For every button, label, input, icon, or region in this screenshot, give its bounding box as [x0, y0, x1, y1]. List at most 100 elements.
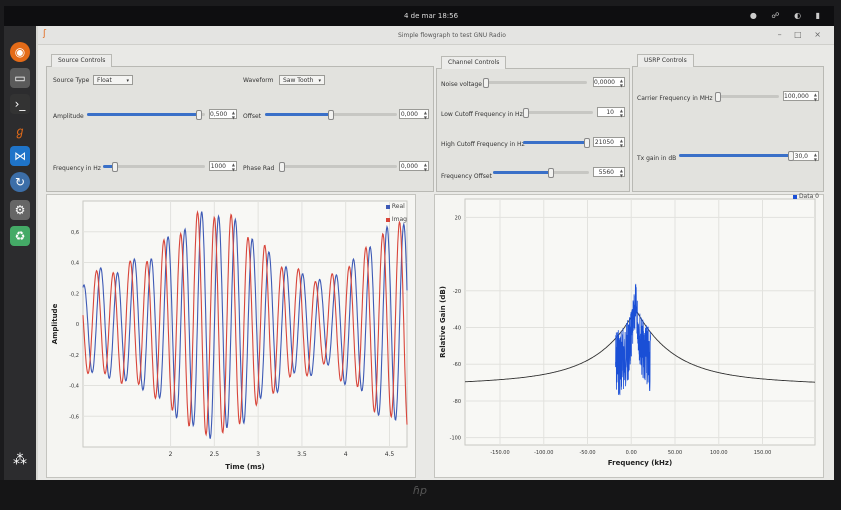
x-tick-label: -50.00 — [579, 450, 595, 456]
spin-arrows-icon[interactable]: ▲ ▼ — [619, 138, 623, 148]
gnuradio-window: ʃ Simple flowgraph to test GNU Radio – □… — [38, 26, 834, 480]
source-type-value: Float — [97, 77, 112, 84]
carrier-frequency-label: Carrier Frequency in MHz — [637, 95, 713, 102]
source-type-label: Source Type — [53, 77, 90, 84]
frequency-offset-slider[interactable] — [493, 168, 589, 178]
files-icon[interactable]: ▭ — [10, 68, 30, 88]
series-line-data-0 — [615, 283, 651, 396]
clock[interactable]: 4 de mar 18:56 — [404, 12, 459, 20]
x-tick-label: 2 — [169, 451, 173, 458]
phase-slider-handle[interactable] — [279, 162, 285, 172]
tx-gain-label: Tx gain in dB — [637, 155, 677, 162]
spin-arrows-icon[interactable]: ▲ ▼ — [619, 108, 623, 118]
phase-value: 0,000 — [400, 163, 418, 170]
noise-voltage-spinbox[interactable]: 0,0000 ▲ ▼ — [593, 77, 625, 88]
carrier-frequency-spinbox[interactable]: 100,000 ▲ ▼ — [783, 91, 819, 102]
high-cutoff-label: High Cutoff Frequency in Hz — [441, 141, 525, 148]
x-tick-label: 2.5 — [210, 451, 220, 458]
offset-slider-handle[interactable] — [328, 110, 334, 120]
amplitude-spinbox[interactable]: 0,500 ▲ ▼ — [209, 109, 237, 120]
amplitude-label: Amplitude — [53, 113, 84, 120]
source-type-select[interactable]: Float ▾ — [93, 75, 133, 85]
source-controls-group: Source Controls Source Type Float ▾ Wavef… — [46, 54, 434, 192]
freq-sink-plot[interactable]: -150.00 -100.00 -50.00 0.00 50.00 100.00 150.0… — [434, 193, 824, 478]
frequency-offset-slider-handle[interactable] — [547, 168, 554, 178]
frequency-value: 1000 — [210, 163, 226, 170]
legend-label-data0: Data 0 — [798, 193, 819, 200]
series-line-real — [82, 211, 408, 439]
offset-spinbox[interactable]: 0,000 ▲ ▼ — [399, 109, 429, 120]
waveform-value: Saw Tooth — [283, 77, 314, 84]
spin-arrows-icon[interactable]: ▲ ▼ — [423, 110, 427, 120]
frequency-spinbox[interactable]: 1000 ▲ ▼ — [209, 161, 237, 172]
window-controls[interactable]: – □ × — [777, 30, 826, 39]
time-sink-plot[interactable]: 2 2.5 3 3.5 4 4.5 0,6 0,4 0,2 0 -0,2 -0,4 -0,6 Time (… — [46, 194, 416, 478]
desktop-screen: 4 de mar 18:56 ● ☍ ◐ ▮ ◉ ▭ ›_ ℊ ⋈ ↻ ⚙ ♻ … — [4, 6, 834, 480]
spin-arrows-icon[interactable]: ▲ ▼ — [619, 78, 623, 88]
y-tick-label: 20 — [455, 215, 461, 221]
gnuradio-icon[interactable]: ℊ — [13, 123, 26, 138]
high-cutoff-spinbox[interactable]: 21050 ▲ ▼ — [593, 137, 625, 148]
tab-channel-controls[interactable]: Channel Controls — [441, 56, 507, 69]
firefox-icon[interactable]: ◉ — [10, 42, 30, 62]
y-axis-label: Relative Gain (dB) — [439, 286, 447, 358]
show-apps-icon[interactable]: ⁂ — [13, 452, 27, 468]
spin-arrows-icon[interactable]: ▲ ▼ — [619, 168, 623, 178]
phase-spinbox[interactable]: 0,000 ▲ ▼ — [399, 161, 429, 172]
tx-gain-slider-fill — [679, 154, 791, 157]
carrier-frequency-slider[interactable] — [715, 92, 779, 102]
spin-arrows-icon[interactable]: ▲ ▼ — [231, 162, 235, 172]
amplitude-slider-handle[interactable] — [196, 110, 203, 120]
y-tick-label: -0,4 — [69, 384, 79, 390]
chevron-down-icon: ▾ — [318, 78, 321, 84]
noise-voltage-slider[interactable] — [483, 78, 587, 88]
system-tray-icons[interactable]: ● ☍ ◐ ▮ — [749, 11, 826, 20]
low-cutoff-slider[interactable] — [523, 108, 593, 118]
frequency-slider-handle[interactable] — [112, 162, 119, 172]
legend-label-real: Real — [391, 203, 405, 210]
frequency-slider[interactable] — [103, 162, 205, 172]
y-tick-label: -20 — [453, 289, 461, 295]
waveform-select[interactable]: Saw Tooth ▾ — [279, 75, 325, 85]
low-cutoff-spinbox[interactable]: 10 ▲ ▼ — [597, 107, 625, 118]
spin-arrows-icon[interactable]: ▲ ▼ — [231, 110, 235, 120]
legend-item-data0[interactable]: Data 0 — [792, 193, 819, 200]
tab-source-controls[interactable]: Source Controls — [51, 54, 113, 67]
spin-arrows-icon[interactable]: ▲ ▼ — [423, 162, 427, 172]
tab-usrp-controls[interactable]: USRP Controls — [637, 54, 694, 67]
carrier-frequency-slider-handle[interactable] — [715, 92, 721, 102]
amplitude-value: 0,500 — [210, 111, 228, 118]
tx-gain-spinbox[interactable]: 30,0 ▲ ▼ — [793, 151, 819, 162]
monitor-bezel: ɦp — [0, 480, 841, 510]
high-cutoff-slider-handle[interactable] — [584, 138, 591, 148]
legend-item-real[interactable]: Real — [385, 203, 407, 210]
noise-voltage-slider-handle[interactable] — [483, 78, 489, 88]
legend-swatch-real — [385, 204, 390, 209]
y-tick-label: -40 — [453, 326, 461, 332]
x-axis-label: Time (ms) — [225, 463, 265, 471]
high-cutoff-slider[interactable] — [523, 138, 591, 148]
high-cutoff-value: 21050 — [594, 139, 614, 146]
low-cutoff-slider-handle[interactable] — [523, 108, 529, 118]
terminal-icon[interactable]: ›_ — [10, 94, 30, 114]
amplitude-slider[interactable] — [87, 110, 205, 120]
offset-slider-fill — [265, 113, 331, 116]
spin-arrows-icon[interactable]: ▲ ▼ — [813, 152, 817, 162]
trash-icon[interactable]: ♻ — [10, 226, 30, 246]
x-tick-label: 100.00 — [710, 450, 728, 456]
monitor-logo-icon: ɦp — [413, 484, 427, 497]
frequency-offset-spinbox[interactable]: 5560 ▲ ▼ — [593, 167, 625, 178]
low-cutoff-value: 10 — [606, 109, 614, 116]
y-tick-label: 0,4 — [71, 261, 79, 267]
phase-slider[interactable] — [279, 162, 397, 172]
x-tick-label: 3.5 — [297, 451, 307, 458]
vscode-icon[interactable]: ⋈ — [10, 146, 30, 166]
updater-icon[interactable]: ↻ — [10, 172, 30, 192]
x-tick-label: 4.5 — [385, 451, 395, 458]
offset-slider[interactable] — [265, 110, 397, 120]
legend-item-imag[interactable]: Imag — [385, 216, 407, 223]
settings-icon[interactable]: ⚙ — [10, 200, 30, 220]
x-tick-label: 150.00 — [754, 450, 772, 456]
spin-arrows-icon[interactable]: ▲ ▼ — [813, 92, 817, 102]
tx-gain-slider[interactable] — [679, 151, 794, 161]
